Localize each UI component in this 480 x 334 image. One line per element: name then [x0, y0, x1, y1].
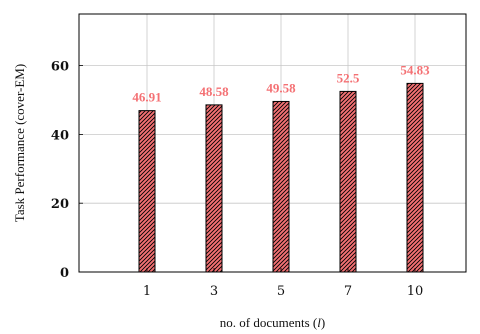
- bars: [138, 82, 424, 273]
- y-tick-labels: 0 20 40 60: [51, 60, 83, 281]
- data-label: 52.5: [337, 70, 360, 85]
- bar-3: [205, 104, 223, 273]
- bar-7: [339, 90, 357, 273]
- y-tick-label: 0: [60, 266, 69, 281]
- y-axis-label: Task Performance (cover-EM): [12, 64, 27, 222]
- y-tick-label: 20: [51, 197, 69, 212]
- x-tick-label: 1: [143, 284, 151, 299]
- plot-frame: [78, 13, 467, 273]
- x-tick-label: 10: [407, 284, 424, 299]
- y-tick-label: 40: [51, 128, 69, 143]
- bar-1: [138, 110, 156, 273]
- data-label: 49.58: [266, 80, 296, 95]
- x-axis-label: no. of documents (l): [220, 315, 325, 330]
- data-labels: 46.91 48.58 49.58 52.5 54.83: [132, 62, 430, 104]
- bar-10: [406, 82, 424, 273]
- bar-5: [272, 100, 290, 273]
- data-label: 46.91: [132, 90, 161, 105]
- x-axis-label-text: no. of documents (: [220, 315, 317, 330]
- y-tick-label: 60: [51, 60, 69, 75]
- x-tick-label: 7: [344, 284, 352, 299]
- x-axis-label-variable: l: [317, 315, 321, 330]
- x-tick-label: 5: [277, 284, 285, 299]
- x-tick-labels: 1 3 5 7 10: [143, 268, 423, 299]
- x-axis-label-end: ): [321, 315, 325, 330]
- x-tick-label: 3: [210, 284, 218, 299]
- data-label: 54.83: [400, 62, 430, 77]
- data-label: 48.58: [199, 84, 229, 99]
